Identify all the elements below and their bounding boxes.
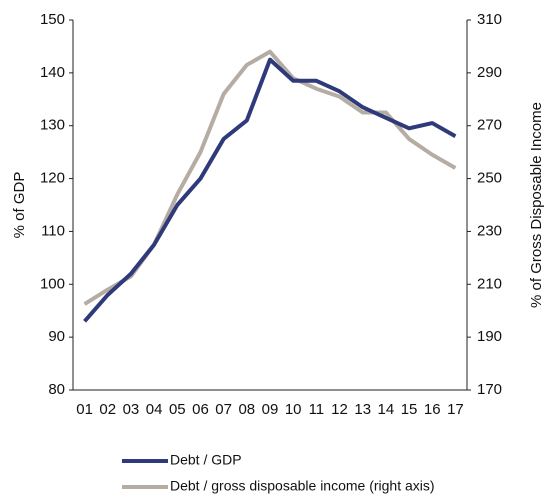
y2-tick-label: 210 xyxy=(477,275,502,292)
y2-tick-label: 230 xyxy=(477,222,502,239)
y-tick-label: 90 xyxy=(48,328,65,345)
y-tick-label: 110 xyxy=(41,222,65,239)
x-tick-label: 09 xyxy=(262,401,279,418)
x-tick-label: 13 xyxy=(354,401,371,418)
x-tick-label: 14 xyxy=(378,401,395,418)
legend-label: Debt / GDP xyxy=(170,452,242,468)
x-tick-label: 03 xyxy=(123,401,140,418)
y-tick-label: 80 xyxy=(48,381,65,398)
y2-tick-label: 190 xyxy=(477,328,502,345)
x-tick-label: 05 xyxy=(169,401,186,418)
y2-tick-label: 290 xyxy=(477,64,502,81)
y-tick-label: 100 xyxy=(40,275,65,292)
x-tick-label: 10 xyxy=(285,401,302,418)
y-tick-label: 140 xyxy=(40,64,65,81)
x-tick-label: 04 xyxy=(146,401,163,418)
y2-tick-label: 270 xyxy=(477,117,502,134)
series-line xyxy=(83,49,457,306)
x-tick-label: 11 xyxy=(309,401,325,418)
y2-tick-label: 250 xyxy=(477,170,502,187)
x-tick-label: 06 xyxy=(192,401,209,418)
series-line xyxy=(83,57,457,323)
x-tick-label: 07 xyxy=(215,401,232,418)
y-axis-label: % of GDP xyxy=(11,172,28,239)
x-tick-label: 12 xyxy=(331,401,348,418)
x-tick-label: 17 xyxy=(447,401,464,418)
x-tick-label: 16 xyxy=(424,401,441,418)
y2-tick-label: 310 xyxy=(477,11,502,28)
y-tick-label: 150 xyxy=(40,11,65,28)
y-tick-label: 130 xyxy=(40,117,65,134)
y-tick-label: 120 xyxy=(40,170,65,187)
y2-tick-label: 170 xyxy=(477,381,502,398)
x-tick-label: 15 xyxy=(401,401,418,418)
x-tick-label: 01 xyxy=(76,401,93,418)
x-tick-label: 02 xyxy=(99,401,116,418)
x-tick-label: 08 xyxy=(238,401,255,418)
legend-label: Debt / gross disposable income (right ax… xyxy=(170,478,435,494)
y2-axis-label: % of Gross Disposable Income xyxy=(528,102,545,308)
